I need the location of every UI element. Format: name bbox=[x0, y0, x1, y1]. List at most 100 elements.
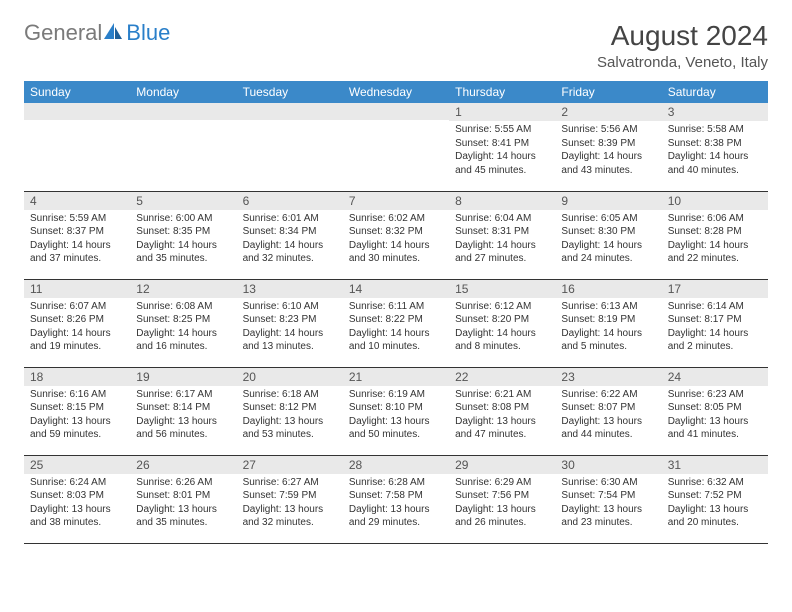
sunrise-text: Sunrise: 6:30 AM bbox=[561, 476, 655, 490]
sunset-text: Sunset: 8:07 PM bbox=[561, 401, 655, 415]
sunrise-text: Sunrise: 6:06 AM bbox=[668, 212, 762, 226]
daylight-text: Daylight: 14 hours and 2 minutes. bbox=[668, 327, 762, 354]
day-number: 25 bbox=[24, 456, 130, 474]
calendar-row: 25Sunrise: 6:24 AMSunset: 8:03 PMDayligh… bbox=[24, 455, 768, 543]
sunrise-text: Sunrise: 6:10 AM bbox=[243, 300, 337, 314]
sunrise-text: Sunrise: 6:18 AM bbox=[243, 388, 337, 402]
calendar-cell bbox=[24, 103, 130, 191]
day-number: 7 bbox=[343, 192, 449, 210]
day-number: 15 bbox=[449, 280, 555, 298]
daylight-text: Daylight: 14 hours and 32 minutes. bbox=[243, 239, 337, 266]
calendar-cell: 16Sunrise: 6:13 AMSunset: 8:19 PMDayligh… bbox=[555, 279, 661, 367]
location-subtitle: Salvatronda, Veneto, Italy bbox=[597, 54, 768, 71]
sunrise-text: Sunrise: 6:12 AM bbox=[455, 300, 549, 314]
daylight-text: Daylight: 13 hours and 23 minutes. bbox=[561, 503, 655, 530]
sunrise-text: Sunrise: 6:14 AM bbox=[668, 300, 762, 314]
daylight-text: Daylight: 13 hours and 44 minutes. bbox=[561, 415, 655, 442]
calendar-cell: 2Sunrise: 5:56 AMSunset: 8:39 PMDaylight… bbox=[555, 103, 661, 191]
day-details: Sunrise: 6:13 AMSunset: 8:19 PMDaylight:… bbox=[555, 298, 661, 356]
day-number: 6 bbox=[237, 192, 343, 210]
title-block: August 2024 Salvatronda, Veneto, Italy bbox=[597, 20, 768, 71]
calendar-cell bbox=[343, 103, 449, 191]
calendar-cell: 8Sunrise: 6:04 AMSunset: 8:31 PMDaylight… bbox=[449, 191, 555, 279]
day-number: 1 bbox=[449, 103, 555, 121]
day-number bbox=[237, 103, 343, 120]
calendar-cell bbox=[237, 103, 343, 191]
daylight-text: Daylight: 13 hours and 50 minutes. bbox=[349, 415, 443, 442]
sunset-text: Sunset: 8:30 PM bbox=[561, 225, 655, 239]
sunrise-text: Sunrise: 6:11 AM bbox=[349, 300, 443, 314]
sunrise-text: Sunrise: 6:04 AM bbox=[455, 212, 549, 226]
calendar-page: General Blue August 2024 Salvatronda, Ve… bbox=[0, 0, 792, 564]
sunrise-text: Sunrise: 6:17 AM bbox=[136, 388, 230, 402]
day-details: Sunrise: 6:04 AMSunset: 8:31 PMDaylight:… bbox=[449, 210, 555, 268]
daylight-text: Daylight: 13 hours and 32 minutes. bbox=[243, 503, 337, 530]
daylight-text: Daylight: 14 hours and 43 minutes. bbox=[561, 150, 655, 177]
calendar-body: 1Sunrise: 5:55 AMSunset: 8:41 PMDaylight… bbox=[24, 103, 768, 543]
day-details: Sunrise: 6:23 AMSunset: 8:05 PMDaylight:… bbox=[662, 386, 768, 444]
sunset-text: Sunset: 8:32 PM bbox=[349, 225, 443, 239]
day-number bbox=[343, 103, 449, 120]
sunset-text: Sunset: 8:10 PM bbox=[349, 401, 443, 415]
sunrise-text: Sunrise: 6:01 AM bbox=[243, 212, 337, 226]
day-number: 28 bbox=[343, 456, 449, 474]
day-details: Sunrise: 6:05 AMSunset: 8:30 PMDaylight:… bbox=[555, 210, 661, 268]
daylight-text: Daylight: 14 hours and 8 minutes. bbox=[455, 327, 549, 354]
calendar-cell: 10Sunrise: 6:06 AMSunset: 8:28 PMDayligh… bbox=[662, 191, 768, 279]
sunset-text: Sunset: 8:37 PM bbox=[30, 225, 124, 239]
sunset-text: Sunset: 8:19 PM bbox=[561, 313, 655, 327]
daylight-text: Daylight: 13 hours and 41 minutes. bbox=[668, 415, 762, 442]
sunrise-text: Sunrise: 6:29 AM bbox=[455, 476, 549, 490]
day-number: 11 bbox=[24, 280, 130, 298]
calendar-cell: 30Sunrise: 6:30 AMSunset: 7:54 PMDayligh… bbox=[555, 455, 661, 543]
calendar-cell: 20Sunrise: 6:18 AMSunset: 8:12 PMDayligh… bbox=[237, 367, 343, 455]
day-number: 22 bbox=[449, 368, 555, 386]
calendar-cell: 21Sunrise: 6:19 AMSunset: 8:10 PMDayligh… bbox=[343, 367, 449, 455]
daylight-text: Daylight: 14 hours and 30 minutes. bbox=[349, 239, 443, 266]
sunset-text: Sunset: 8:14 PM bbox=[136, 401, 230, 415]
calendar-cell: 29Sunrise: 6:29 AMSunset: 7:56 PMDayligh… bbox=[449, 455, 555, 543]
sunrise-text: Sunrise: 5:59 AM bbox=[30, 212, 124, 226]
day-details: Sunrise: 5:55 AMSunset: 8:41 PMDaylight:… bbox=[449, 121, 555, 179]
calendar-cell: 23Sunrise: 6:22 AMSunset: 8:07 PMDayligh… bbox=[555, 367, 661, 455]
sunrise-text: Sunrise: 6:16 AM bbox=[30, 388, 124, 402]
day-details: Sunrise: 6:01 AMSunset: 8:34 PMDaylight:… bbox=[237, 210, 343, 268]
day-details: Sunrise: 5:59 AMSunset: 8:37 PMDaylight:… bbox=[24, 210, 130, 268]
sunrise-text: Sunrise: 5:56 AM bbox=[561, 123, 655, 137]
daylight-text: Daylight: 14 hours and 16 minutes. bbox=[136, 327, 230, 354]
day-number: 17 bbox=[662, 280, 768, 298]
calendar-cell: 5Sunrise: 6:00 AMSunset: 8:35 PMDaylight… bbox=[130, 191, 236, 279]
day-number: 29 bbox=[449, 456, 555, 474]
day-number: 20 bbox=[237, 368, 343, 386]
calendar-cell: 31Sunrise: 6:32 AMSunset: 7:52 PMDayligh… bbox=[662, 455, 768, 543]
sunrise-text: Sunrise: 6:13 AM bbox=[561, 300, 655, 314]
sunrise-text: Sunrise: 6:28 AM bbox=[349, 476, 443, 490]
day-details: Sunrise: 6:14 AMSunset: 8:17 PMDaylight:… bbox=[662, 298, 768, 356]
calendar-cell: 6Sunrise: 6:01 AMSunset: 8:34 PMDaylight… bbox=[237, 191, 343, 279]
sunset-text: Sunset: 8:17 PM bbox=[668, 313, 762, 327]
day-header: Monday bbox=[130, 81, 236, 103]
sunset-text: Sunset: 7:59 PM bbox=[243, 489, 337, 503]
sunrise-text: Sunrise: 6:26 AM bbox=[136, 476, 230, 490]
day-number: 8 bbox=[449, 192, 555, 210]
day-details: Sunrise: 5:56 AMSunset: 8:39 PMDaylight:… bbox=[555, 121, 661, 179]
daylight-text: Daylight: 14 hours and 35 minutes. bbox=[136, 239, 230, 266]
page-header: General Blue August 2024 Salvatronda, Ve… bbox=[24, 20, 768, 71]
sunset-text: Sunset: 8:38 PM bbox=[668, 137, 762, 151]
sunrise-text: Sunrise: 6:08 AM bbox=[136, 300, 230, 314]
day-number: 3 bbox=[662, 103, 768, 121]
month-title: August 2024 bbox=[597, 20, 768, 52]
calendar-cell: 11Sunrise: 6:07 AMSunset: 8:26 PMDayligh… bbox=[24, 279, 130, 367]
day-number bbox=[130, 103, 236, 120]
calendar-row: 11Sunrise: 6:07 AMSunset: 8:26 PMDayligh… bbox=[24, 279, 768, 367]
day-number: 10 bbox=[662, 192, 768, 210]
day-details: Sunrise: 6:30 AMSunset: 7:54 PMDaylight:… bbox=[555, 474, 661, 532]
day-details: Sunrise: 6:08 AMSunset: 8:25 PMDaylight:… bbox=[130, 298, 236, 356]
day-details: Sunrise: 6:28 AMSunset: 7:58 PMDaylight:… bbox=[343, 474, 449, 532]
calendar-cell: 1Sunrise: 5:55 AMSunset: 8:41 PMDaylight… bbox=[449, 103, 555, 191]
daylight-text: Daylight: 13 hours and 56 minutes. bbox=[136, 415, 230, 442]
day-details: Sunrise: 6:18 AMSunset: 8:12 PMDaylight:… bbox=[237, 386, 343, 444]
daylight-text: Daylight: 14 hours and 37 minutes. bbox=[30, 239, 124, 266]
daylight-text: Daylight: 14 hours and 10 minutes. bbox=[349, 327, 443, 354]
day-details: Sunrise: 6:32 AMSunset: 7:52 PMDaylight:… bbox=[662, 474, 768, 532]
